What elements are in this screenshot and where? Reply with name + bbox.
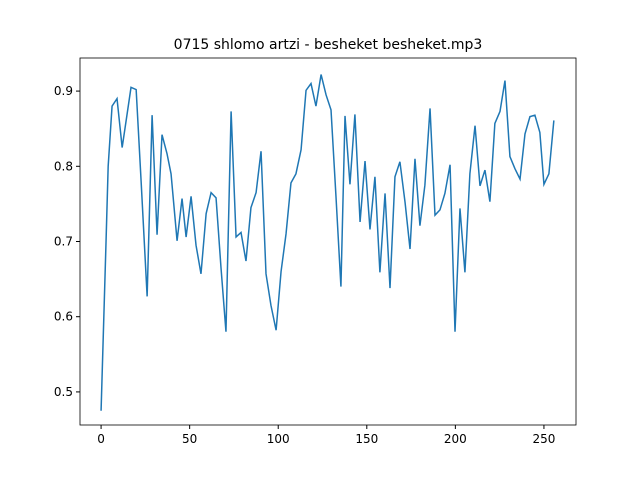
line <box>100 74 555 411</box>
chart-title: 0715 shlomo artzi - besheket besheket.mp… <box>174 37 483 53</box>
y-tick-label: 0.7 <box>54 235 73 249</box>
x-tick-label: 50 <box>182 432 197 446</box>
y-tick-label: 0.9 <box>54 84 73 98</box>
y-tick-label: 0.5 <box>54 385 73 399</box>
x-tick-label: 100 <box>267 432 290 446</box>
plot-frame <box>79 57 577 426</box>
y-tick-label: 0.6 <box>54 310 73 324</box>
x-tick-label: 250 <box>532 432 555 446</box>
x-tick-label: 200 <box>444 432 467 446</box>
x-tick-label: 0 <box>97 432 105 446</box>
y-tick-label: 0.8 <box>54 159 73 173</box>
x-tick-label: 150 <box>355 432 378 446</box>
